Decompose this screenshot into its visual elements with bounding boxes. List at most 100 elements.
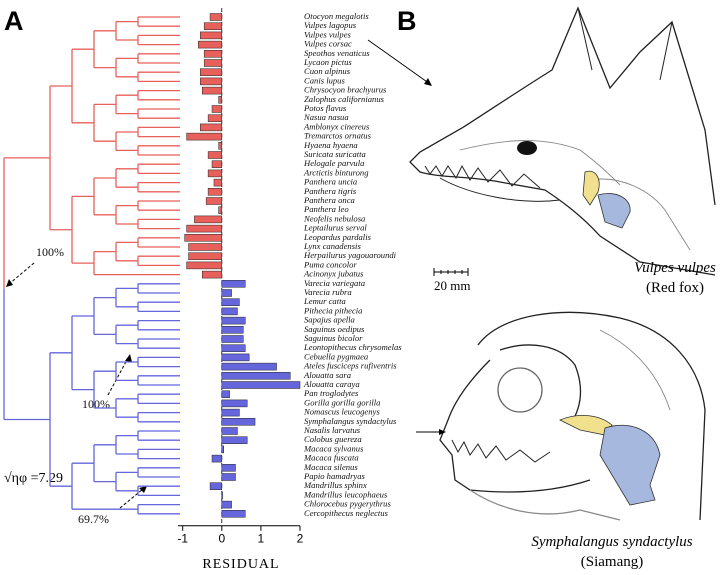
species-label: Chrysocyon brachyurus xyxy=(304,85,387,95)
species-label: Panthera leo xyxy=(303,204,349,214)
bar xyxy=(221,298,240,306)
bar xyxy=(207,151,223,159)
species-label: Pithecia pithecia xyxy=(303,305,362,315)
species-label: Alouatta sara xyxy=(303,370,351,380)
arrow-head xyxy=(139,486,147,493)
species-label: Neofelis nebulosa xyxy=(303,213,365,223)
scale-label: 20 mm xyxy=(434,278,470,293)
species-label: Nasua nasua xyxy=(303,112,349,122)
bar xyxy=(211,160,223,168)
species-label: Vulpes vulpes xyxy=(304,29,352,39)
species-label: Panthera tigris xyxy=(303,186,357,196)
species-label: Helogale parvula xyxy=(303,158,364,168)
x-tick-label: 2 xyxy=(297,532,304,546)
species-label: Macaca silenus xyxy=(303,462,358,472)
bar xyxy=(186,224,223,233)
species-label: Cercopithecus neglectus xyxy=(304,508,389,518)
species-label: Alouatta caraya xyxy=(303,379,360,389)
bar xyxy=(203,50,223,58)
species-label: Colobus guereza xyxy=(304,434,362,444)
bar xyxy=(221,372,291,380)
species-label: Amblonyx cinereus xyxy=(303,121,370,131)
arrow-head xyxy=(125,354,132,362)
bar xyxy=(188,252,223,260)
bar xyxy=(221,491,223,500)
bar xyxy=(184,234,223,242)
bar xyxy=(200,68,223,76)
panel-label: B xyxy=(397,6,417,36)
larynx xyxy=(599,424,661,506)
species-label: Leontopithecus chrysomelas xyxy=(303,342,402,352)
bar xyxy=(221,335,244,343)
arrow-head xyxy=(6,279,13,287)
bar xyxy=(194,215,223,224)
hyoid-bone xyxy=(582,170,600,206)
bar xyxy=(188,243,223,251)
bar xyxy=(221,326,244,334)
species-label: Saguinus bicolor xyxy=(304,333,363,343)
bar xyxy=(209,482,223,490)
species-caption: Symphalangus syndactylus xyxy=(531,534,692,550)
species-label: Nomascus leucogenys xyxy=(303,407,380,417)
bar xyxy=(221,316,246,325)
species-label: Suricata suricatta xyxy=(304,149,366,159)
species-label: Saguinus oedipus xyxy=(304,324,365,334)
species-label: Hyaena hyaena xyxy=(303,140,358,150)
species-label: Acinonyx jubatus xyxy=(303,269,364,279)
species-label: Mandrillus sphinx xyxy=(303,480,367,490)
bar xyxy=(213,178,223,187)
species-caption: (Siamang) xyxy=(581,554,643,570)
fox-illustration xyxy=(409,6,716,276)
phylo-signal: √ηφ =7.29 xyxy=(4,471,63,486)
bar xyxy=(198,40,223,49)
species-label: Cebuella pygmaea xyxy=(304,351,368,361)
species-label: Cuon alpinus xyxy=(304,66,351,76)
species-label: Speothos venaticus xyxy=(304,48,370,58)
species-label: Macaca fuscata xyxy=(303,453,359,463)
species-label: Potos flavus xyxy=(303,103,347,113)
bar xyxy=(218,142,223,150)
support-label: 100% xyxy=(82,397,110,411)
species-label: Lycaon pictus xyxy=(303,57,352,67)
bar xyxy=(221,500,232,509)
species-label: Sapajus apella xyxy=(304,315,355,325)
species-label: Macaca sylvanus xyxy=(303,443,364,453)
panel-label: A xyxy=(4,6,24,36)
species-caption: (Red fox) xyxy=(646,280,704,296)
arrow-head xyxy=(439,429,446,435)
species-label: Leopardus pardalis xyxy=(303,232,372,242)
species-caption: Vulpes vulpes xyxy=(634,260,716,276)
species-label: Chlorocebus pygerythrus xyxy=(304,499,391,509)
species-label: Zalophus californianus xyxy=(304,94,385,104)
species-label: Ateles fusciceps rufiventris xyxy=(303,361,397,371)
bar xyxy=(221,399,248,408)
species-label: Mandrillus leucophaeus xyxy=(303,489,388,499)
support-label: 69.7% xyxy=(78,512,109,526)
bar xyxy=(205,197,223,205)
bar xyxy=(221,280,246,288)
x-tick-label: -1 xyxy=(177,532,188,546)
bar xyxy=(221,445,225,454)
annotation-arrow xyxy=(8,262,35,285)
bar xyxy=(221,307,238,316)
bar xyxy=(207,188,223,196)
bar xyxy=(221,436,248,444)
species-label: Varecia rubra xyxy=(304,287,352,297)
bar xyxy=(207,114,223,122)
bar xyxy=(221,510,246,518)
species-label: Vulpes lagopus xyxy=(304,20,357,30)
larynx xyxy=(597,193,631,229)
siamang-illustration xyxy=(439,311,706,521)
species-label: Otocyon megalotis xyxy=(304,11,369,21)
bar xyxy=(201,86,223,95)
scale-bar xyxy=(433,268,469,276)
species-label: Puma concolor xyxy=(303,259,357,269)
species-label: Symphalangus syndactylus xyxy=(304,416,397,426)
bar xyxy=(207,169,223,178)
bar xyxy=(211,454,223,463)
pointer xyxy=(367,39,431,85)
species-label: Panthera uncia xyxy=(303,177,357,187)
species-label: Tremarctos ornatus xyxy=(304,131,372,141)
support-label: 100% xyxy=(36,245,64,259)
